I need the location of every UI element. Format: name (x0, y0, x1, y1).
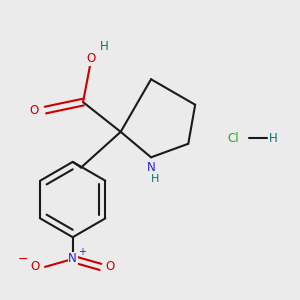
Text: O: O (106, 260, 115, 273)
Text: O: O (86, 52, 96, 65)
Text: O: O (29, 103, 38, 117)
Text: −: − (18, 253, 28, 266)
Text: H: H (269, 132, 278, 145)
Text: N: N (68, 253, 77, 266)
Text: +: + (78, 247, 86, 257)
Text: H: H (151, 174, 159, 184)
Text: N: N (147, 161, 155, 174)
Text: O: O (30, 260, 40, 273)
Text: Cl: Cl (227, 132, 239, 145)
Text: H: H (100, 40, 108, 53)
